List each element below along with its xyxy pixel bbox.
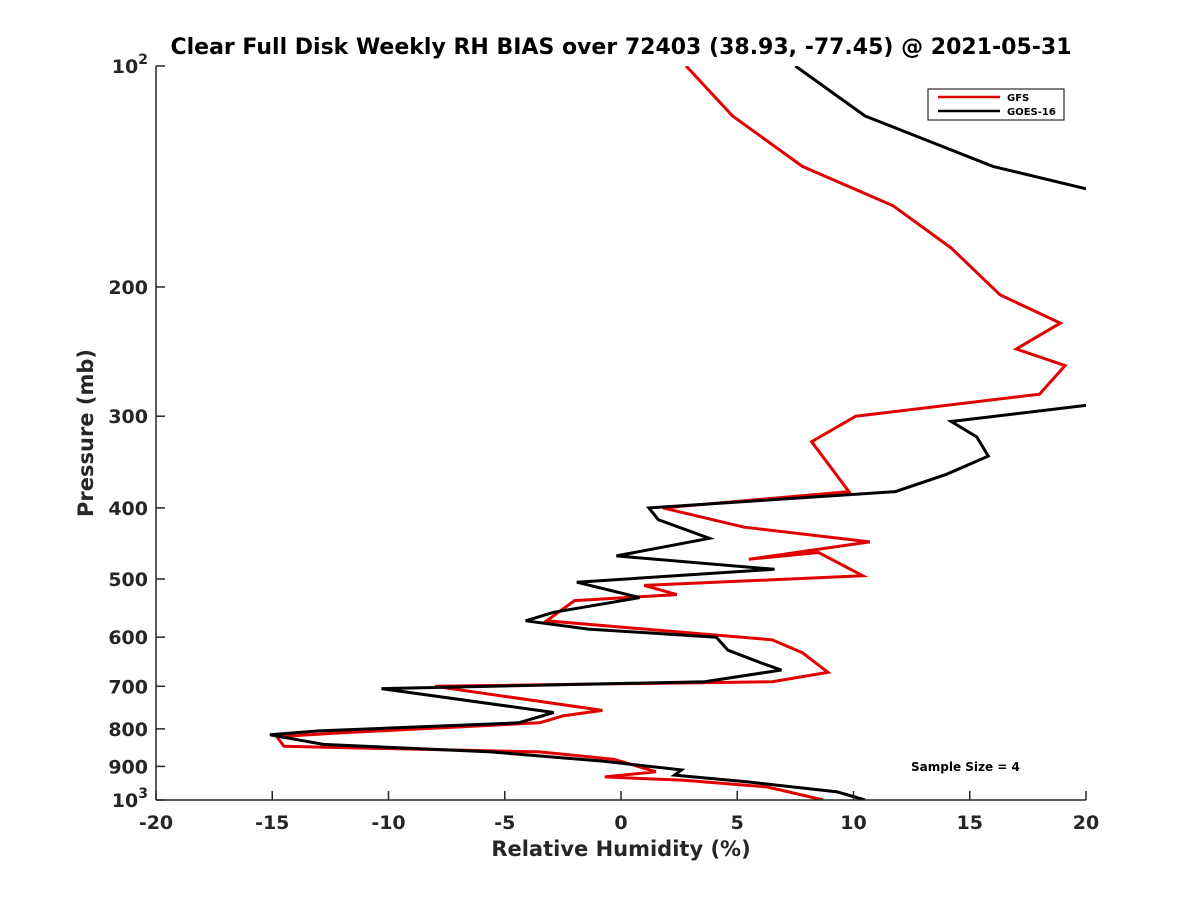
y-tick-label: 600 [108, 627, 148, 649]
plot-area [269, 66, 1086, 800]
y-ticks: 102 200 300 400 500 600 700 800 900 103 [108, 52, 165, 812]
x-tick-label: 15 [957, 812, 983, 834]
y-tick-label: 200 [108, 277, 148, 299]
x-tick-label: 0 [614, 812, 627, 834]
y-tick-label: 300 [108, 406, 148, 428]
x-tick-label: -20 [139, 812, 173, 834]
x-tick-label: -5 [494, 812, 515, 834]
series-line-goes16 [269, 66, 1086, 800]
y-tick-label: 102 [112, 52, 148, 78]
chart-title: Clear Full Disk Weekly RH BIAS over 7240… [170, 35, 1071, 60]
x-tick-label: 20 [1073, 812, 1099, 834]
legend: GFS GOES-16 [927, 88, 1065, 121]
x-tick-label: -15 [255, 812, 289, 834]
y-tick-label: 400 [108, 498, 148, 520]
x-tick-label: -10 [371, 812, 405, 834]
legend-box [927, 88, 1065, 121]
y-tick-label: 700 [108, 676, 148, 698]
x-axis-label: Relative Humidity (%) [491, 837, 750, 861]
y-axis-label: Pressure (mb) [74, 349, 98, 517]
legend-label-goes16: GOES-16 [1007, 107, 1056, 118]
y-tick-label: 900 [108, 756, 148, 778]
x-ticks: -20 -15 -10 -5 0 5 10 15 20 [139, 791, 1099, 834]
x-tick-label: 10 [840, 812, 866, 834]
series-layer [269, 66, 1086, 800]
y-tick-label: 800 [108, 719, 148, 741]
legend-label-gfs: GFS [1007, 93, 1029, 104]
y-tick-label: 103 [112, 786, 148, 812]
series-line-gfs [274, 66, 1068, 800]
sample-size-annotation: Sample Size = 4 [911, 760, 1020, 774]
x-tick-label: 5 [731, 812, 744, 834]
y-tick-label: 500 [108, 569, 148, 591]
